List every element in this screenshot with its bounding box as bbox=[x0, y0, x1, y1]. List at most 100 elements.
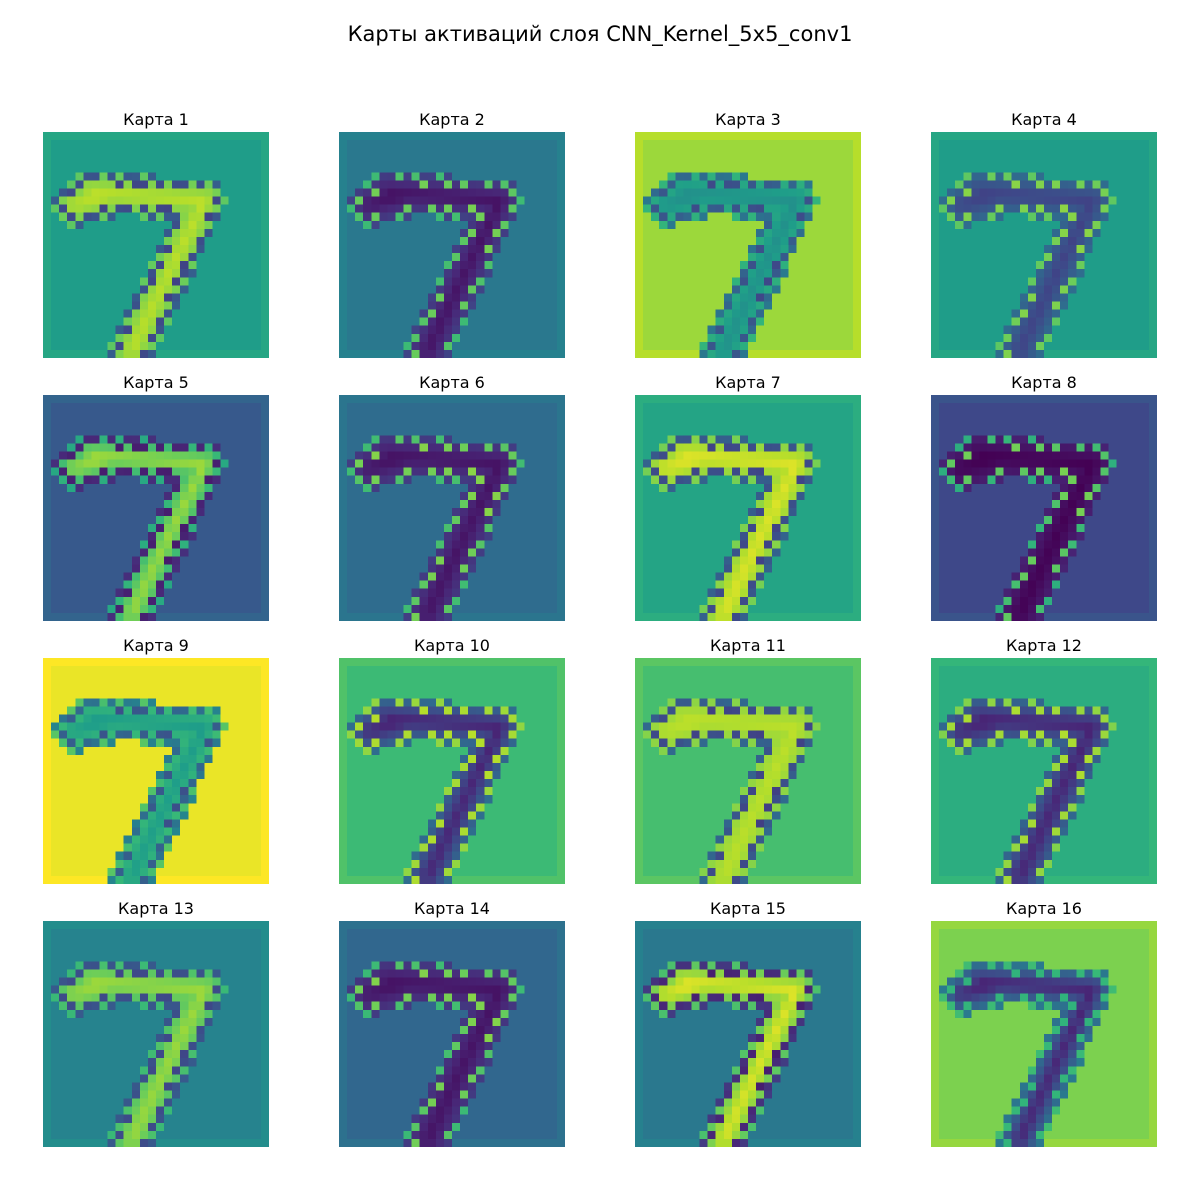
heatmap-cell bbox=[468, 325, 477, 335]
heatmap-cell bbox=[379, 435, 388, 444]
heatmap-cell bbox=[852, 443, 861, 452]
heatmap-cell bbox=[435, 427, 445, 436]
heatmap-cell bbox=[979, 236, 988, 246]
heatmap-cell bbox=[1084, 277, 1093, 286]
heatmap-cell bbox=[739, 236, 749, 246]
heatmap-cell bbox=[244, 435, 254, 444]
heatmap-cell bbox=[635, 419, 644, 428]
heatmap-cell bbox=[212, 403, 221, 412]
heatmap-cell bbox=[244, 612, 254, 621]
heatmap-cell bbox=[484, 164, 493, 173]
heatmap-cell bbox=[212, 556, 221, 565]
heatmap-cell bbox=[419, 548, 429, 557]
heatmap-cell bbox=[347, 604, 356, 614]
heatmap-cell bbox=[1124, 172, 1134, 181]
heatmap-cell bbox=[1124, 236, 1134, 246]
heatmap-cell bbox=[460, 435, 469, 444]
heatmap-cell bbox=[516, 333, 525, 343]
heatmap-cell bbox=[780, 196, 789, 205]
heatmap-cell bbox=[371, 475, 380, 485]
heatmap-cell bbox=[995, 325, 1004, 335]
heatmap-cell bbox=[204, 596, 213, 606]
heatmap-cell bbox=[347, 277, 356, 286]
heatmap-cell bbox=[764, 188, 773, 197]
heatmap-cell bbox=[1019, 236, 1029, 246]
heatmap-cell bbox=[699, 395, 708, 404]
heatmap-cell bbox=[228, 475, 238, 485]
heatmap-cell bbox=[67, 293, 76, 302]
heatmap-cell bbox=[476, 491, 485, 501]
heatmap-cell bbox=[123, 403, 133, 412]
heatmap-cell bbox=[67, 459, 76, 468]
heatmap-cell bbox=[83, 245, 92, 254]
heatmap-cell bbox=[435, 467, 445, 477]
heatmap-cell bbox=[979, 172, 988, 181]
heatmap-cell bbox=[820, 333, 830, 343]
heatmap-cell bbox=[651, 341, 660, 351]
heatmap-cell bbox=[59, 180, 68, 189]
heatmap-cell bbox=[435, 580, 445, 590]
heatmap-cell bbox=[371, 532, 380, 541]
heatmap-cell bbox=[220, 516, 229, 525]
heatmap-cell bbox=[1092, 140, 1101, 149]
heatmap-cell bbox=[931, 196, 940, 205]
heatmap-cell bbox=[484, 435, 493, 444]
heatmap-cell bbox=[812, 172, 821, 181]
heatmap-cell bbox=[91, 564, 100, 573]
heatmap-cell bbox=[387, 253, 396, 262]
heatmap-cell bbox=[91, 403, 100, 412]
heatmap-cell bbox=[804, 269, 813, 278]
heatmap-cell bbox=[1124, 301, 1134, 310]
heatmap-cell bbox=[772, 140, 781, 149]
heatmap-cell bbox=[172, 435, 181, 444]
heatmap-cell bbox=[1027, 212, 1037, 222]
heatmap-cell bbox=[460, 245, 469, 254]
heatmap-cell bbox=[427, 333, 437, 343]
heatmap-cell bbox=[1076, 140, 1085, 149]
heatmap-cell bbox=[220, 164, 229, 173]
heatmap-cell bbox=[1060, 180, 1069, 189]
heatmap-cell bbox=[395, 475, 404, 485]
heatmap-cell bbox=[91, 277, 100, 286]
heatmap-cell bbox=[492, 285, 501, 294]
heatmap-cell bbox=[147, 188, 157, 197]
heatmap-cell bbox=[780, 333, 789, 343]
heatmap-cell bbox=[51, 188, 60, 197]
heatmap-cell bbox=[452, 443, 461, 452]
heatmap-cell bbox=[59, 540, 68, 549]
heatmap-cell bbox=[107, 277, 116, 286]
heatmap-cell bbox=[460, 443, 469, 452]
heatmap-cell bbox=[508, 188, 517, 197]
heatmap-cell bbox=[828, 204, 838, 214]
heatmap-cell bbox=[1027, 196, 1037, 205]
heatmap-cell bbox=[1011, 309, 1021, 318]
heatmap-cell bbox=[260, 419, 269, 428]
heatmap-cell bbox=[971, 164, 980, 173]
heatmap-cell bbox=[500, 196, 509, 205]
heatmap-cell bbox=[643, 132, 652, 141]
heatmap-cell bbox=[643, 140, 652, 149]
heatmap-cell bbox=[452, 164, 461, 173]
heatmap-cell bbox=[707, 253, 717, 262]
heatmap-cell bbox=[1076, 204, 1085, 214]
heatmap-cell bbox=[667, 467, 676, 477]
heatmap-cell bbox=[131, 443, 141, 452]
heatmap-cell bbox=[484, 491, 493, 501]
heatmap-cell bbox=[492, 451, 501, 460]
heatmap-cell bbox=[995, 301, 1004, 310]
heatmap-cell bbox=[427, 459, 437, 468]
heatmap-cell bbox=[212, 564, 221, 573]
heatmap-cell bbox=[363, 349, 372, 358]
heatmap-cell bbox=[548, 228, 558, 238]
heatmap-cell bbox=[492, 293, 501, 302]
heatmap-cell bbox=[419, 228, 429, 238]
heatmap-cell bbox=[379, 612, 388, 621]
heatmap-cell bbox=[172, 524, 181, 533]
heatmap-cell bbox=[659, 261, 668, 270]
heatmap-cell bbox=[836, 228, 846, 238]
heatmap-cell bbox=[691, 132, 700, 141]
heatmap-cell bbox=[780, 172, 789, 181]
heatmap-cell bbox=[739, 228, 749, 238]
heatmap-cell bbox=[443, 164, 453, 173]
heatmap-cell bbox=[812, 204, 821, 214]
